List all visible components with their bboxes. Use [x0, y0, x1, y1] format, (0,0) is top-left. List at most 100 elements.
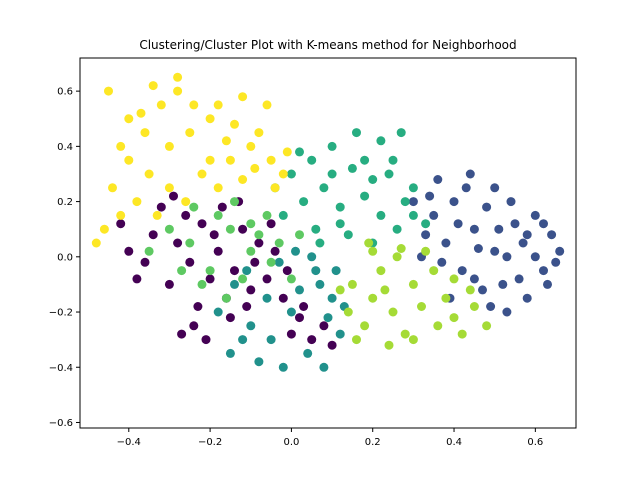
point-cluster-0-14: [148, 230, 158, 240]
point-cluster-3-26: [335, 219, 345, 229]
point-cluster-6-2: [205, 114, 215, 124]
point-cluster-3-8: [360, 191, 370, 201]
point-cluster-0-0: [173, 238, 183, 248]
point-cluster-6-32: [91, 238, 101, 248]
point-cluster-4-10: [177, 266, 187, 276]
point-cluster-1-30: [486, 302, 496, 311]
point-cluster-3-14: [343, 230, 353, 240]
x-tick-label: 0.0: [283, 437, 299, 448]
point-cluster-0-11: [238, 224, 248, 234]
point-cluster-6-34: [152, 210, 162, 220]
x-tick-label: −0.4: [117, 437, 141, 448]
point-cluster-2-13: [213, 307, 223, 317]
point-cluster-0-15: [140, 257, 150, 267]
point-cluster-1-13: [555, 246, 565, 256]
point-cluster-1-3: [457, 266, 467, 276]
point-cluster-0-32: [116, 219, 126, 229]
point-cluster-0-33: [217, 202, 227, 212]
point-cluster-0-37: [299, 302, 309, 311]
point-cluster-6-30: [221, 136, 231, 146]
point-cluster-6-5: [144, 169, 154, 179]
point-cluster-1-11: [539, 266, 548, 276]
point-cluster-6-27: [173, 72, 183, 82]
point-cluster-0-29: [327, 340, 337, 350]
point-cluster-5-0: [347, 279, 357, 289]
point-cluster-2-7: [238, 335, 248, 345]
point-cluster-6-10: [197, 169, 207, 179]
point-cluster-1-9: [518, 238, 528, 248]
point-cluster-4-0: [185, 238, 195, 248]
point-cluster-0-16: [156, 202, 166, 212]
point-cluster-4-1: [205, 266, 215, 276]
point-cluster-6-22: [205, 155, 215, 165]
point-cluster-5-16: [482, 321, 492, 331]
point-cluster-4-13: [230, 197, 239, 207]
point-cluster-0-1: [185, 257, 195, 267]
point-cluster-3-19: [376, 136, 386, 146]
point-cluster-4-11: [274, 238, 284, 248]
point-cluster-5-6: [400, 329, 410, 339]
point-cluster-4-16: [221, 293, 231, 303]
point-cluster-1-22: [433, 175, 443, 184]
point-cluster-1-5: [482, 202, 492, 212]
point-cluster-0-30: [124, 246, 134, 256]
point-cluster-3-4: [368, 175, 378, 184]
point-cluster-1-12: [547, 230, 557, 240]
point-cluster-2-21: [242, 266, 252, 276]
point-cluster-0-23: [262, 274, 272, 284]
point-cluster-2-3: [303, 348, 313, 358]
point-cluster-6-4: [246, 141, 256, 151]
point-cluster-0-36: [286, 329, 296, 339]
point-cluster-2-9: [295, 285, 304, 295]
point-cluster-6-39: [136, 108, 146, 118]
point-cluster-2-5: [327, 293, 337, 303]
point-cluster-0-20: [177, 329, 187, 339]
point-cluster-3-12: [278, 210, 288, 220]
point-cluster-1-8: [510, 219, 520, 229]
point-cluster-6-17: [104, 86, 113, 96]
point-cluster-1-18: [437, 257, 447, 267]
point-cluster-3-17: [408, 183, 418, 193]
point-cluster-2-19: [307, 252, 317, 262]
point-cluster-6-25: [238, 92, 248, 102]
point-cluster-4-12: [286, 274, 296, 284]
point-cluster-6-14: [266, 155, 276, 165]
point-cluster-5-13: [449, 313, 459, 323]
point-cluster-5-24: [396, 244, 406, 253]
point-cluster-6-31: [99, 224, 109, 234]
point-cluster-1-37: [522, 230, 532, 240]
point-cluster-0-28: [319, 321, 329, 331]
point-cluster-1-14: [522, 293, 532, 303]
point-cluster-0-22: [242, 302, 252, 311]
y-axis: −0.6 −0.4 −0.2 0.0 0.2 0.4 0.6: [49, 87, 80, 429]
point-cluster-0-26: [295, 313, 304, 323]
point-cluster-4-18: [295, 230, 304, 240]
point-cluster-1-36: [473, 244, 483, 253]
point-cluster-1-7: [498, 279, 508, 289]
point-cluster-0-18: [189, 321, 199, 331]
point-cluster-1-27: [539, 219, 548, 229]
point-cluster-5-23: [380, 285, 390, 295]
point-cluster-5-11: [429, 266, 439, 276]
point-cluster-3-10: [319, 183, 329, 193]
point-cluster-1-29: [514, 274, 524, 284]
point-cluster-0-4: [213, 246, 223, 256]
point-cluster-1-0: [429, 210, 439, 220]
point-cluster-0-8: [193, 302, 203, 311]
point-cluster-3-21: [327, 169, 337, 179]
point-cluster-5-15: [469, 302, 479, 311]
point-cluster-0-3: [205, 274, 215, 284]
point-cluster-3-20: [396, 128, 406, 138]
point-cluster-3-23: [295, 147, 304, 157]
x-tick-label: −0.2: [198, 437, 222, 448]
point-cluster-5-21: [433, 321, 443, 331]
point-cluster-6-6: [124, 114, 134, 124]
point-cluster-6-24: [262, 100, 272, 110]
point-cluster-3-11: [299, 197, 309, 207]
point-cluster-1-32: [453, 219, 463, 229]
point-cluster-6-9: [173, 86, 183, 96]
point-cluster-3-3: [347, 163, 357, 173]
point-cluster-6-11: [213, 183, 223, 193]
point-cluster-0-7: [181, 210, 191, 220]
point-cluster-2-17: [274, 257, 284, 267]
